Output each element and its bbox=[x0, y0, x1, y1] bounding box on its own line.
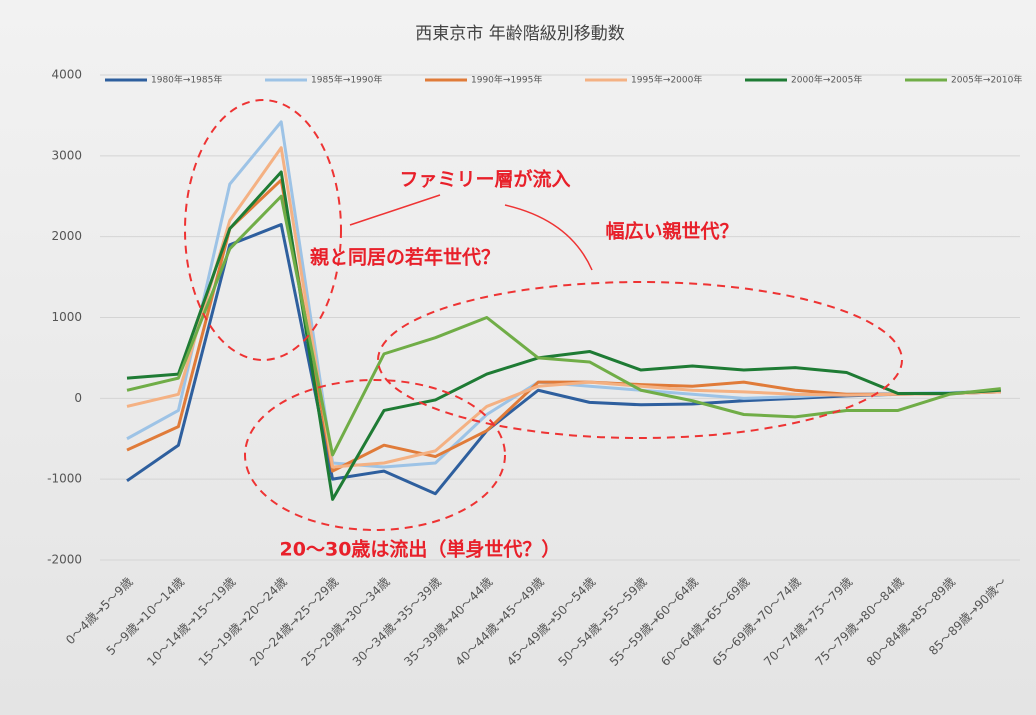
highlight-ellipse bbox=[184, 99, 342, 361]
connector bbox=[504, 204, 593, 271]
y-tick-label: -2000 bbox=[47, 553, 82, 567]
y-tick-label: 1000 bbox=[51, 310, 82, 324]
y-tick-label: 4000 bbox=[51, 68, 82, 82]
y-tick-label: 3000 bbox=[51, 148, 82, 162]
legend-label: 2005年→2010年 bbox=[951, 74, 1022, 86]
annotation: 20～30歳は流出（単身世代？） bbox=[280, 538, 561, 561]
highlight-ellipse bbox=[244, 379, 506, 531]
y-tick-label: 2000 bbox=[51, 229, 82, 243]
y-tick-label: 0 bbox=[74, 391, 82, 405]
legend-label: 1990年→1995年 bbox=[471, 74, 542, 86]
chart-title: 西東京市 年齢階級別移動数 bbox=[415, 24, 624, 44]
connector bbox=[349, 194, 441, 226]
series-line bbox=[126, 146, 1001, 469]
legend-label: 1980年→1985年 bbox=[151, 74, 222, 86]
highlight-ellipse bbox=[377, 281, 903, 439]
series-line bbox=[126, 194, 1001, 457]
y-tick-label: -1000 bbox=[47, 472, 82, 486]
legend-label: 2000年→2005年 bbox=[791, 74, 862, 86]
legend-label: 1985年→1990年 bbox=[311, 74, 382, 86]
series-line bbox=[126, 170, 1001, 501]
annotation: ファミリー層が流入 bbox=[399, 168, 570, 191]
annotation: 幅広い親世代？ bbox=[605, 220, 738, 243]
legend-label: 1995年→2000年 bbox=[631, 74, 702, 86]
annotation: 親と同居の若年世代？ bbox=[310, 246, 500, 269]
